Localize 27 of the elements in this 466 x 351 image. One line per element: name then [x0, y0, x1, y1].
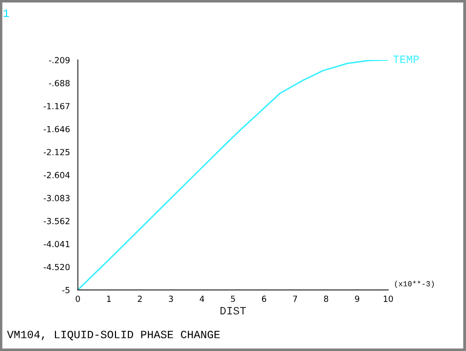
text: VM104, LIQUID-SOLID PHASE CHANGE	[7, 330, 220, 340]
y-tick-label: -5	[62, 287, 70, 294]
x-tick-label: 4	[200, 296, 204, 302]
x-tick-label: 6	[262, 296, 266, 302]
y-tick-label: -3.562	[44, 218, 70, 224]
y-tick-label: -1.167	[44, 102, 70, 110]
x-tick-label: 3	[168, 296, 173, 302]
text: 1	[4, 10, 9, 17]
x-tick-label: 5	[230, 296, 235, 302]
y-tick-label: -2.125	[44, 148, 70, 156]
x-tick-label: 8	[324, 296, 328, 302]
y-tick-label: -4.520	[44, 264, 70, 270]
x-tick-label: 10	[384, 296, 393, 302]
x-tick-label: 9	[355, 296, 360, 302]
y-tick-label: -4.041	[44, 240, 70, 248]
line-series	[78, 60, 388, 290]
y-tick-label: -.209	[49, 57, 70, 64]
y-tick-label: -.688	[49, 80, 70, 86]
x-tick-label: 7	[293, 296, 298, 302]
x-tick-label: 0	[76, 296, 80, 302]
x-tick-label: 2	[138, 296, 142, 302]
y-tick-label: -2.604	[44, 172, 70, 178]
x-axis-title: DIST	[220, 306, 246, 314]
y-tick-label: -3.083	[44, 194, 70, 202]
series-label: TEMP	[393, 56, 419, 63]
y-tick-label: -1.646	[44, 126, 70, 132]
x-tick-label: 1	[107, 296, 111, 302]
